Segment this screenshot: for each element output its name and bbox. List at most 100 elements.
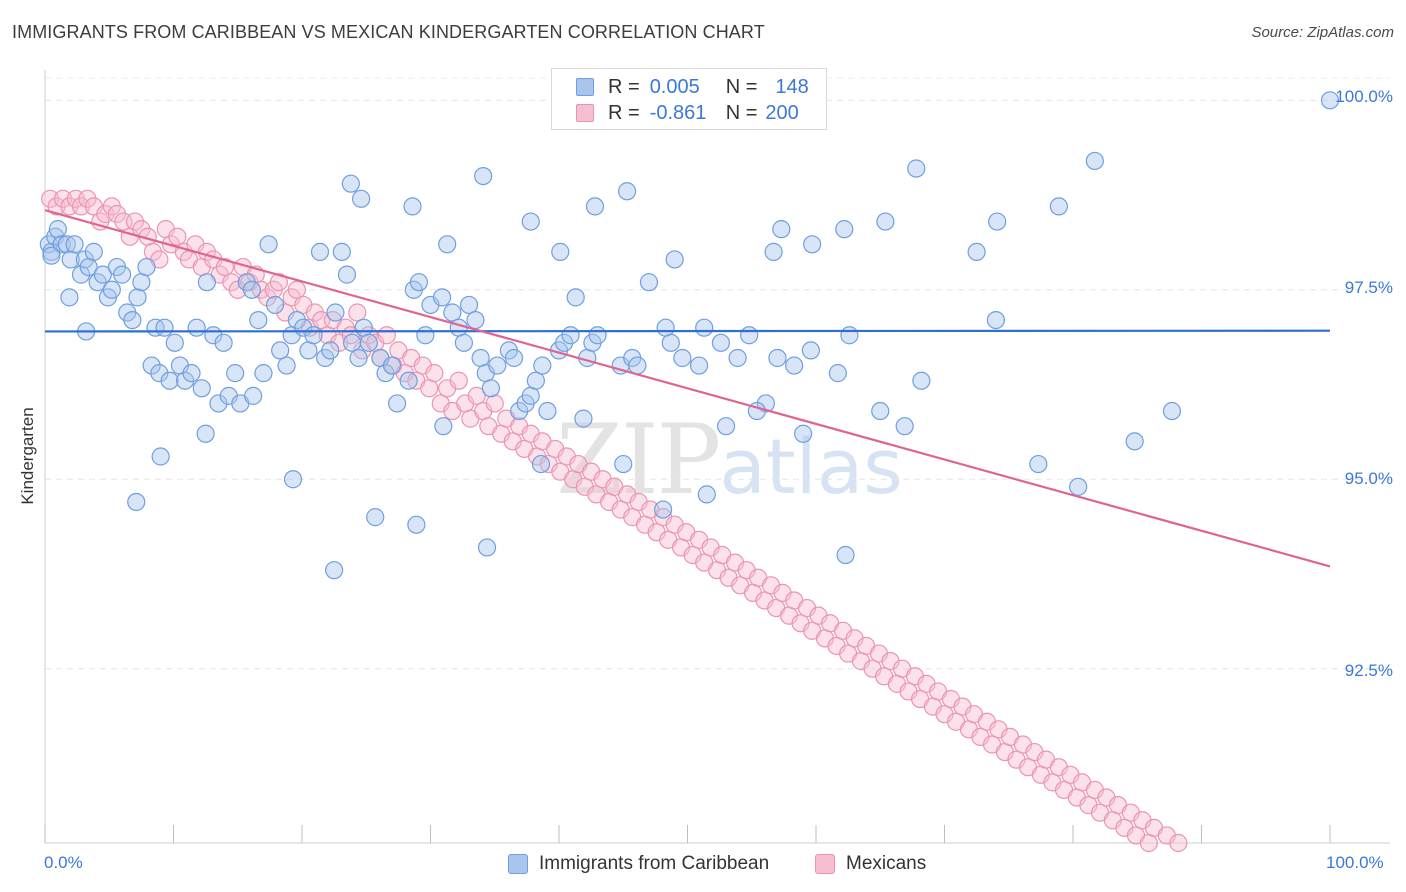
caribbean-point [254,364,273,383]
caribbean-point [321,341,340,360]
caribbean-point [768,348,787,368]
caribbean-point [48,220,67,239]
caribbean-point [801,341,820,360]
caribbean-point [521,212,540,231]
caribbean-point [466,310,485,330]
caribbean-point [628,356,647,375]
mexican-point [1169,833,1188,853]
caribbean-point [299,341,318,360]
caribbean-point [376,364,395,383]
stats-legend-row-mexicans: R = -0.861 N = 200 [576,100,799,126]
mexican-point [143,242,163,261]
caribbean-point [209,394,228,413]
caribbean-point [249,310,268,330]
caribbean-point [84,242,103,261]
caribbean-point [474,166,493,186]
caribbean-point [416,326,435,345]
mexican-point [420,379,439,398]
caribbean-point [128,288,147,307]
caribbean-point [772,220,791,239]
mexican-point [71,197,91,216]
caribbean-point [1320,91,1340,110]
caribbean-point [137,257,156,277]
caribbean-point [454,333,474,352]
caribbean-point [65,235,84,254]
caribbean-point [912,371,931,390]
caribbean-point [407,515,426,534]
caribbean-point [1069,477,1088,496]
caribbean-point [61,250,80,269]
source-credit: Source: ZipAtlas.com [1251,24,1394,41]
caribbean-point [551,242,570,261]
caribbean-point [192,379,211,398]
caribbean-point [871,401,890,421]
caribbean-point [93,265,112,284]
caribbean-point [349,348,368,368]
caribbean-point [574,409,593,428]
mexican-point [1139,833,1158,853]
caribbean-point [711,333,731,352]
r-label: R = [608,75,640,98]
caribbean-point [967,242,986,261]
caribbean-point [438,235,457,254]
caribbean-point [895,417,914,436]
caribbean-point [1125,432,1144,451]
caribbean-point [1029,454,1048,474]
mexican-point [485,394,504,413]
legend-label-caribbean: Immigrants from Caribbean [539,853,770,874]
caribbean-point [326,303,345,322]
caribbean-point [112,265,132,284]
r-value: -0.861 [649,101,707,124]
caribbean-point [443,303,462,322]
caribbean-point [102,280,121,299]
caribbean-point [325,561,344,580]
caribbean-point [343,333,362,352]
blue-swatch-icon [508,854,528,874]
mexican-point [467,386,486,405]
n-value: 200 [765,101,799,124]
legend-item-mexicans: Mexicans [815,852,926,876]
caribbean-point [555,333,574,352]
caribbean-point [187,318,206,337]
caribbean-point [42,246,61,265]
caribbean-point [341,174,360,193]
caribbean-point [409,273,429,292]
caribbean-point [259,235,278,254]
mexican-point [287,280,306,299]
caribbean-point [434,417,453,436]
caribbean-point [836,545,855,565]
caribbean-point [123,310,142,330]
y-tick-label-100: 100.0% [1335,87,1393,106]
caribbean-point [283,470,303,489]
watermark-zip: ZIP [556,404,721,516]
r-value: 0.005 [649,75,700,98]
caribbean-point [716,417,736,436]
caribbean-point [196,424,215,443]
mexican-trend-line [44,209,1331,568]
caribbean-point [477,538,497,557]
caribbean-point [287,310,306,330]
stats-legend-row-caribbean: R = 0.005 N = 148 [576,74,809,100]
caribbean-point [531,454,551,474]
caribbean-point [695,318,714,337]
caribbean-point [561,326,580,345]
caribbean-point [304,326,323,345]
caribbean-point [432,288,452,307]
caribbean-point [459,295,479,315]
mexican-point [377,326,396,345]
chart-title: IMMIGRANTS FROM CARIBBEAN VS MEXICAN KIN… [12,22,765,42]
caribbean-point [740,326,759,345]
caribbean-point [277,356,296,375]
mexican-point [222,273,241,292]
caribbean-point [665,250,684,269]
caribbean-point [653,500,673,519]
legend-label-mexicans: Mexicans [846,853,927,874]
caribbean-point [214,333,233,352]
n-value: 148 [775,75,809,98]
caribbean-point [142,356,161,375]
legend-item-caribbean: Immigrants from Caribbean [508,852,769,876]
caribbean-point [387,394,407,413]
x-tick-label-100: 100.0% [1326,853,1384,872]
mexican-point [305,303,324,322]
